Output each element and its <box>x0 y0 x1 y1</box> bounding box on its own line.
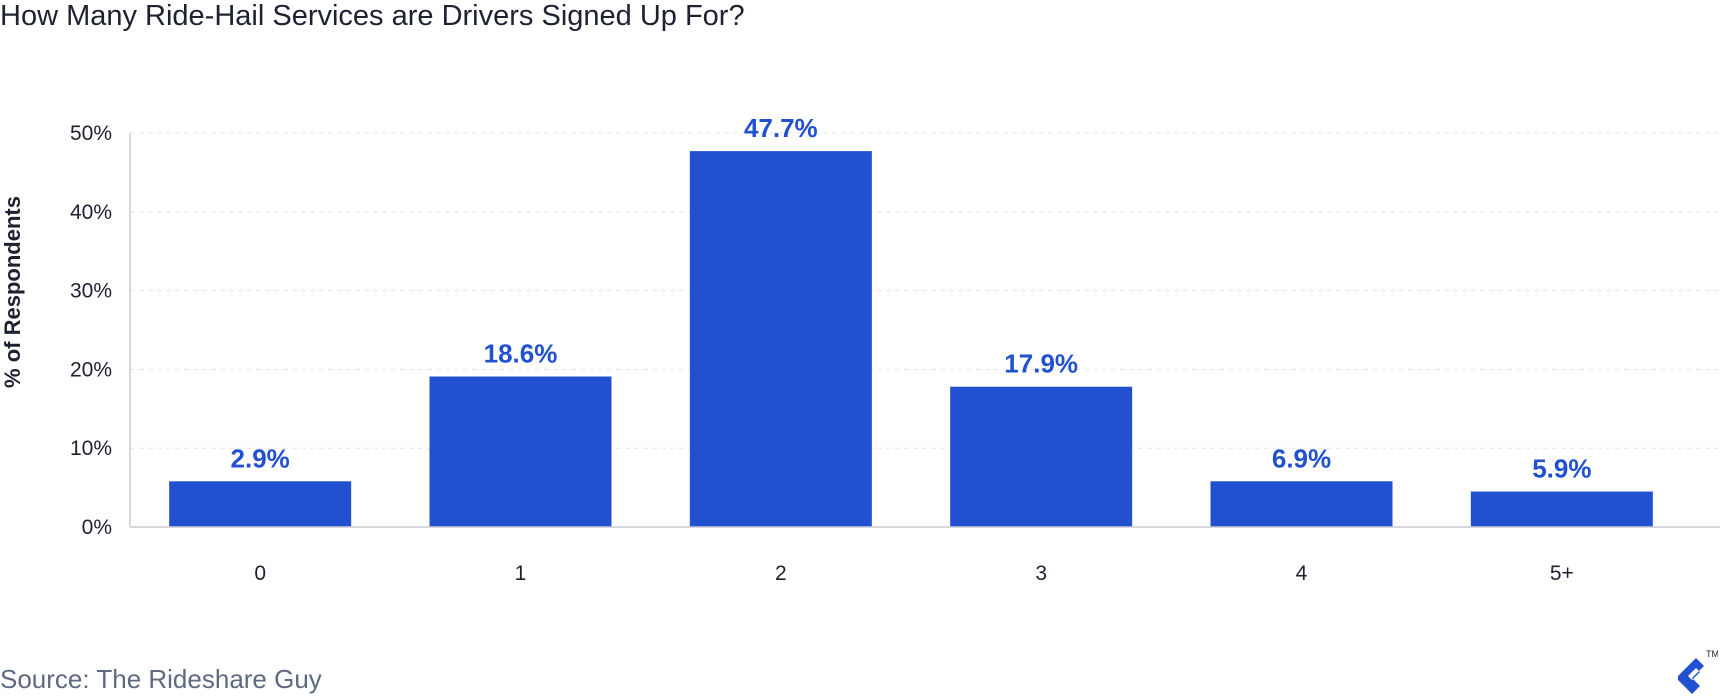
source-text: Source: The Rideshare Guy <box>0 664 322 694</box>
page-title: How Many Ride-Hail Services are Drivers … <box>0 0 745 32</box>
toptal-logo-icon: TM <box>1678 649 1718 694</box>
y-tick-label: 20% <box>70 358 112 381</box>
data-label: 47.7% <box>744 113 818 143</box>
data-label: 2.9% <box>231 443 290 473</box>
gridlines <box>130 132 1720 449</box>
x-tick-label: 0 <box>254 562 266 585</box>
y-tick-label: 40% <box>70 201 112 224</box>
bar <box>169 481 352 527</box>
data-label: 5.9% <box>1532 454 1591 484</box>
y-axis: 0% 10% 20% 30% 40% 50% <box>70 122 131 539</box>
data-label: 17.9% <box>1004 349 1078 379</box>
bar <box>429 376 612 527</box>
bar <box>950 386 1133 527</box>
bar <box>1470 491 1653 527</box>
y-axis-title: % of Respondents <box>0 196 25 388</box>
bars <box>169 151 1653 527</box>
y-tick-label: 50% <box>70 122 112 145</box>
x-tick-label: 4 <box>1296 562 1308 585</box>
y-tick-label: 30% <box>70 280 112 303</box>
y-tick-label: 10% <box>70 437 112 460</box>
trademark-mark: TM <box>1706 649 1718 659</box>
bar <box>689 151 872 527</box>
data-label: 18.6% <box>484 338 558 368</box>
data-labels: 2.9% 18.6% 47.7% 17.9% 6.9% 5.9% <box>231 113 1592 483</box>
x-tick-label: 2 <box>775 562 787 585</box>
x-tick-label: 5+ <box>1550 562 1574 585</box>
x-tick-label: 3 <box>1035 562 1047 585</box>
data-label: 6.9% <box>1272 443 1331 473</box>
y-tick-label: 0% <box>82 516 112 539</box>
x-tick-label: 1 <box>515 562 527 585</box>
logo-mark <box>1678 658 1704 694</box>
x-axis: 0 1 2 3 4 5+ <box>130 526 1720 585</box>
bar <box>1210 481 1393 527</box>
